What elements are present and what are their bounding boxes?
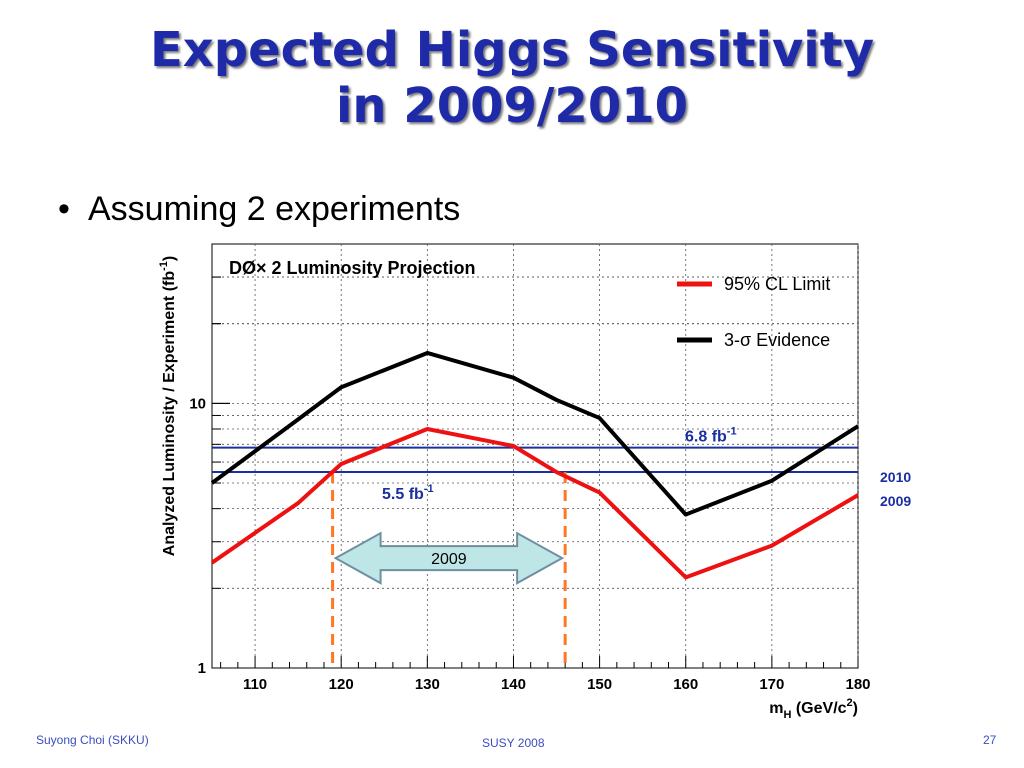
year-label-2009: 2009 bbox=[880, 493, 912, 509]
title-line-1: Expected Higgs Sensitivity bbox=[149, 22, 874, 78]
legend-label: 95% CL Limit bbox=[724, 274, 830, 294]
bullet-text: Assuming 2 experiments bbox=[88, 190, 461, 228]
x-tick-label: 120 bbox=[329, 676, 354, 693]
x-tick-label: 170 bbox=[759, 676, 784, 693]
bullet-item: • Assuming 2 experiments bbox=[58, 190, 460, 229]
x-tick-label: 130 bbox=[415, 676, 440, 693]
y-axis-label: Analyzed Luminosity / Experiment (fb-1) bbox=[158, 256, 178, 556]
x-tick-label: 180 bbox=[845, 676, 870, 693]
series-line bbox=[210, 426, 860, 580]
chart-title: DØ× 2 Luminosity Projection bbox=[229, 258, 476, 278]
y-tick-label: 10 bbox=[189, 395, 206, 412]
series-line bbox=[210, 350, 860, 517]
period-arrow bbox=[333, 531, 565, 585]
bullet-icon: • bbox=[58, 190, 70, 228]
footer-conference: SUSY 2008 bbox=[482, 736, 545, 750]
legend-label: 3-σ Evidence bbox=[724, 330, 830, 350]
title-line-2: in 2009/2010 bbox=[335, 78, 689, 134]
x-axis-label: mH (GeV/c2) bbox=[769, 697, 858, 721]
slide-title: Expected Higgs Sensitivity in 2009/2010 bbox=[0, 22, 1024, 134]
x-tick-label: 150 bbox=[587, 676, 612, 693]
arrow-label: 2009 bbox=[431, 551, 467, 568]
luminosity-label-5-5: 5.5 fb-1 bbox=[382, 483, 434, 503]
footer-page-number: 27 bbox=[983, 733, 997, 747]
year-label-2010: 2010 bbox=[880, 469, 912, 485]
footer-author: Suyong Choi (SKKU) bbox=[36, 733, 149, 747]
luminosity-label-6-8: 6.8 fb-1 bbox=[685, 426, 737, 446]
x-tick-label: 140 bbox=[501, 676, 526, 693]
x-tick-label: 110 bbox=[243, 676, 267, 693]
plot-frame bbox=[211, 243, 859, 669]
y-tick-label: 1 bbox=[198, 660, 206, 677]
x-tick-label: 160 bbox=[673, 676, 698, 693]
